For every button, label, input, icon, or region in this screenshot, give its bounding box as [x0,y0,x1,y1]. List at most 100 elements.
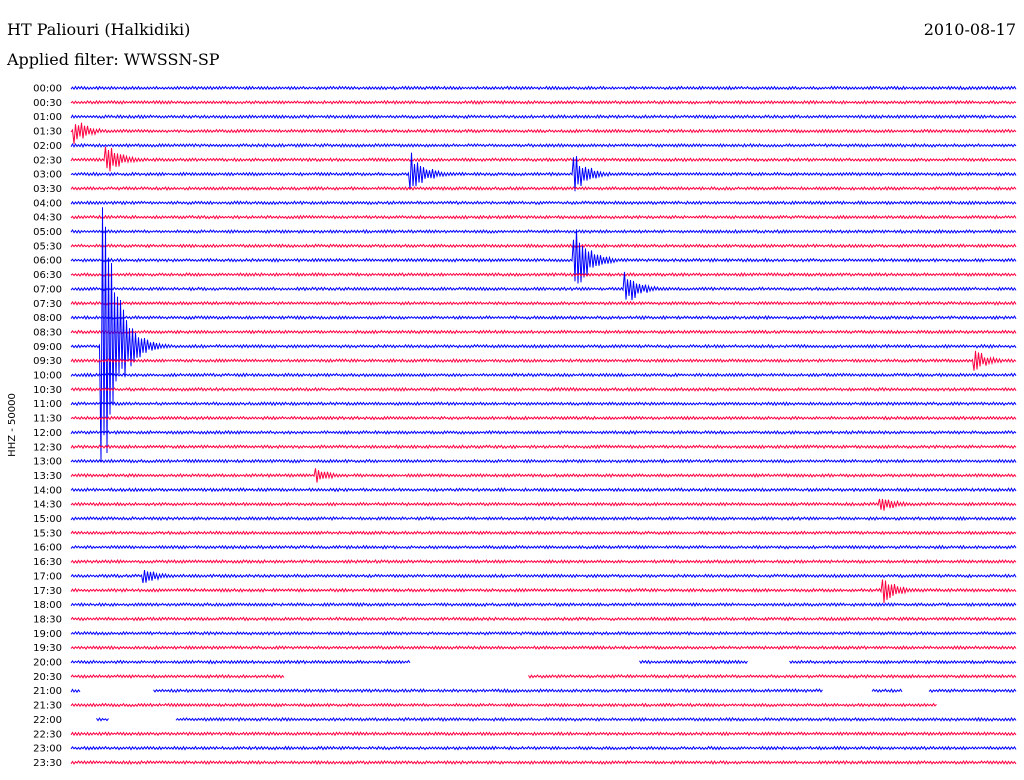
time-tick-label: 10:30 [33,385,62,396]
trace-line [70,207,1017,462]
trace-line [70,114,1017,120]
time-tick-label: 22:30 [33,729,62,740]
trace-line [70,458,1017,464]
time-tick-label: 09:30 [33,356,62,367]
time-tick-label: 06:30 [33,270,62,281]
trace-line [70,146,1017,172]
time-tick-label: 04:30 [33,213,62,224]
filter-label: Applied filter: WWSSN-SP [7,50,220,69]
time-tick-label: 19:30 [33,643,62,654]
time-tick-label: 01:00 [33,112,62,123]
time-tick-label: 08:00 [33,313,62,324]
trace-line [70,444,1017,450]
trace-line [70,468,1017,483]
trace-line [70,544,1017,550]
y-axis-label: HHZ - 50000 [7,393,18,457]
time-tick-label: 11:30 [33,414,62,425]
trace-line [70,702,937,708]
time-tick-label: 21:00 [33,686,62,697]
trace-line [70,271,1017,301]
time-tick-label: 11:00 [33,399,62,410]
trace-line [70,515,1017,522]
trace-line [70,142,1017,149]
trace-line [70,214,1017,220]
time-tick-label: 10:00 [33,371,62,382]
trace-line [70,99,1017,105]
trace-line [70,579,1017,604]
time-tick-label: 17:30 [33,586,62,597]
time-tick-labels: 00:00 00:30 01:00 01:30 02:00 02:30 03:00 03:30… [33,84,62,769]
trace-line [70,85,1017,91]
time-tick-label: 23:30 [33,758,62,769]
time-tick-label: 18:30 [33,614,62,625]
trace-line [70,185,1017,191]
time-tick-label: 14:30 [33,500,62,511]
trace-line [70,530,1017,536]
time-tick-label: 13:30 [33,471,62,482]
trace-line [70,759,1017,765]
time-tick-label: 04:00 [33,198,62,209]
time-tick-label: 07:30 [33,299,62,310]
trace-line [70,673,1017,679]
trace-line [70,200,1017,206]
time-tick-label: 20:00 [33,658,62,669]
time-tick-label: 03:30 [33,184,62,195]
trace-line [70,152,1017,192]
time-tick-label: 05:00 [33,227,62,238]
trace-line [70,487,1017,493]
time-tick-label: 06:00 [33,256,62,267]
trace-line [70,745,1017,751]
trace-line [70,602,1017,608]
trace-line [70,315,1017,321]
time-tick-label: 02:30 [33,155,62,166]
time-tick-label: 08:30 [33,327,62,338]
time-tick-label: 16:00 [33,543,62,554]
time-tick-label: 05:30 [33,241,62,252]
time-tick-label: 17:00 [33,571,62,582]
trace-line [70,498,1017,511]
time-tick-label: 18:00 [33,600,62,611]
time-tick-label: 12:30 [33,442,62,453]
time-tick-label: 01:30 [33,127,62,138]
time-tick-label: 15:30 [33,528,62,539]
trace-line [70,350,1017,371]
trace-line [70,645,1017,651]
trace-line [70,429,1017,435]
trace-line [70,731,1017,737]
time-tick-label: 15:00 [33,514,62,525]
trace-line [70,228,1017,235]
time-tick-label: 02:00 [33,141,62,152]
time-tick-label: 16:30 [33,557,62,568]
trace-line [70,272,1017,278]
trace-line [70,372,1017,378]
time-tick-label: 09:00 [33,342,62,353]
trace-line [70,415,1017,421]
trace-line [70,630,1017,636]
trace-line [70,229,1017,284]
time-tick-label: 00:30 [33,98,62,109]
trace-line [70,329,1017,335]
time-tick-label: 23:00 [33,744,62,755]
time-tick-label: 20:30 [33,672,62,683]
time-tick-label: 22:00 [33,715,62,726]
time-tick-label: 13:00 [33,457,62,468]
trace-line [70,243,1017,249]
trace-line [70,569,1017,583]
station-title: HT Paliouri (Halkidiki) [7,20,191,39]
time-tick-label: 00:00 [33,84,62,95]
time-tick-label: 12:00 [33,428,62,439]
time-tick-label: 14:00 [33,485,62,496]
trace-line [70,300,1017,306]
record-date: 2010-08-17 [923,20,1016,39]
time-tick-label: 03:00 [33,170,62,181]
trace-line [70,122,1017,144]
trace-line [70,688,1017,694]
trace-lines [70,85,1017,765]
trace-line [96,716,1017,723]
time-tick-label: 07:00 [33,284,62,295]
time-tick-label: 21:30 [33,701,62,712]
trace-line [70,559,1017,565]
trace-line [70,386,1017,392]
trace-line [70,659,1017,665]
